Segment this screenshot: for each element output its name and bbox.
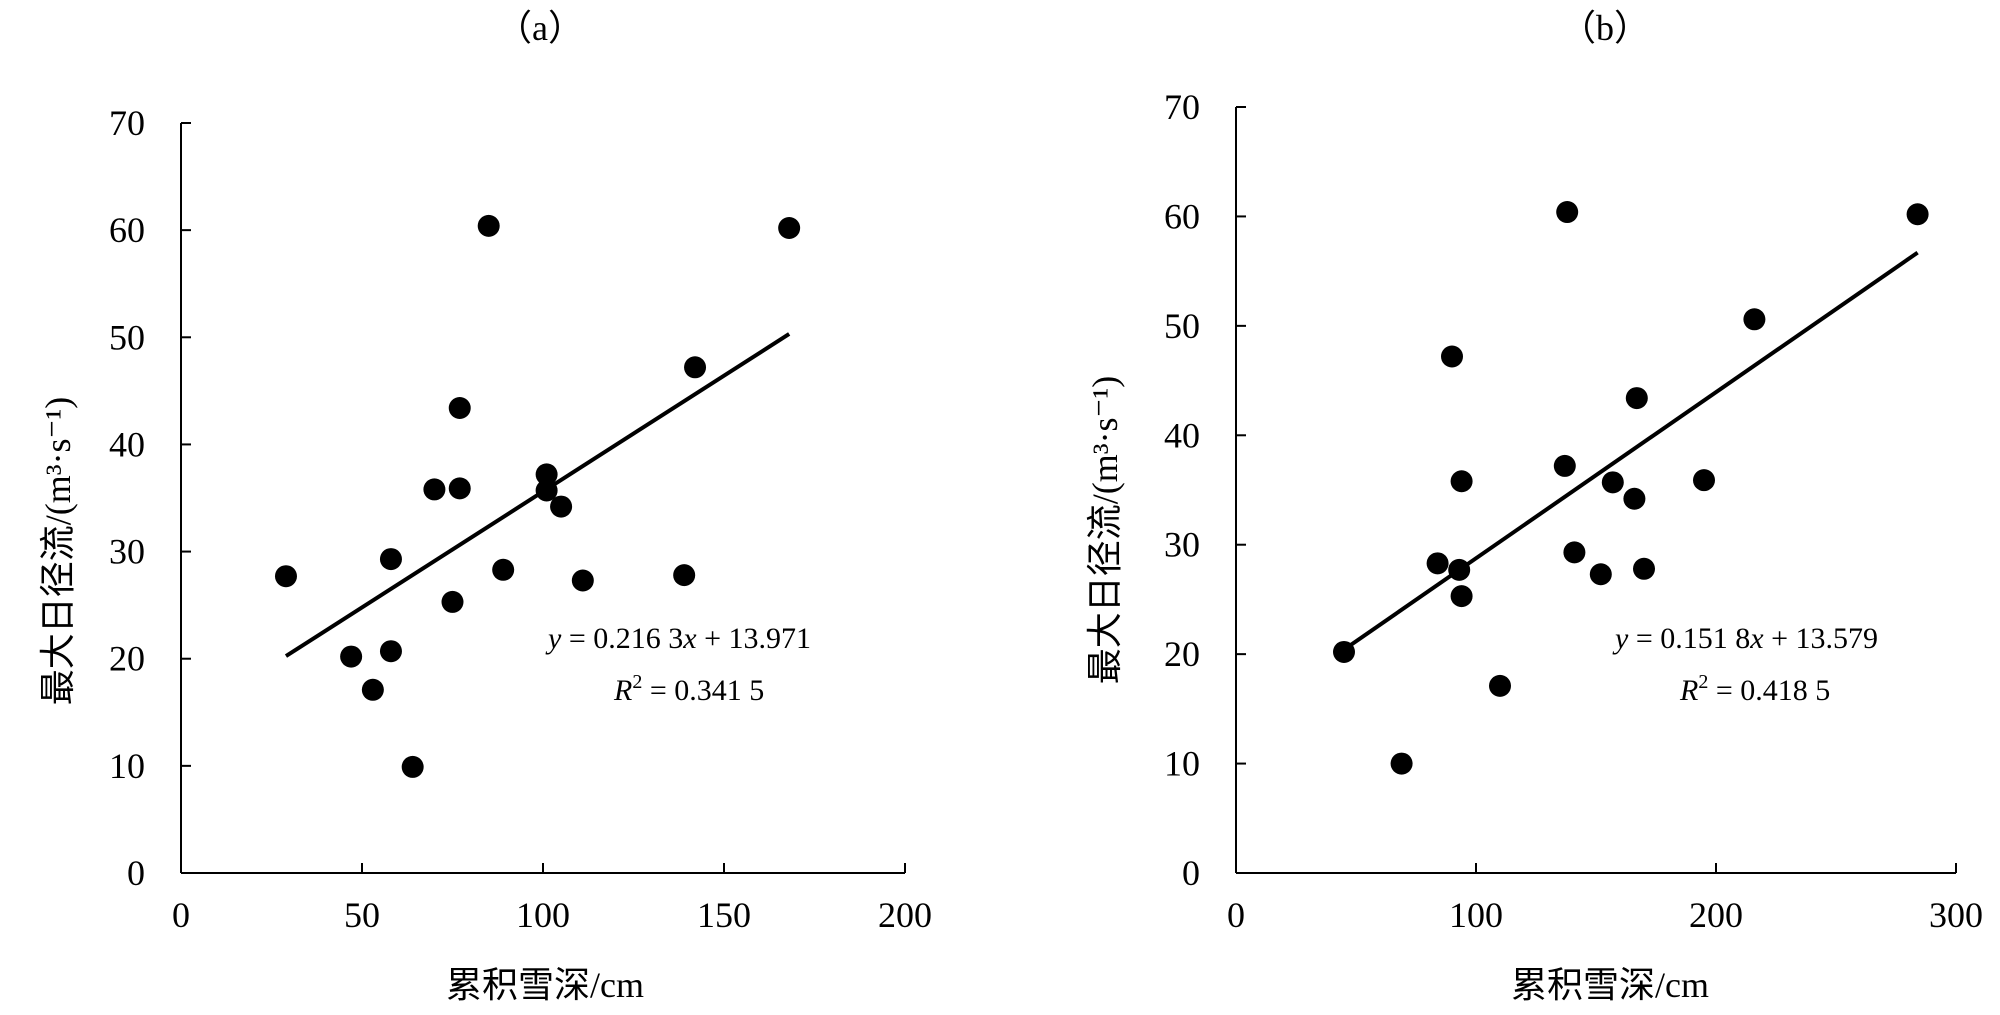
panel-a-x-axis-title: 累积雪深/cm bbox=[446, 965, 644, 1005]
panel-a-eq-r2: = 0.341 5 bbox=[642, 674, 764, 707]
panel-b-eq-intercept: + 13.579 bbox=[1764, 622, 1878, 655]
y-tick-label: 60 bbox=[109, 210, 145, 250]
panel-a-ticks: 0 50 100 150 200 0 10 20 30 40 50 60 70 bbox=[109, 103, 932, 935]
x-tick-label: 200 bbox=[1689, 895, 1743, 935]
panel-a-eq-r: R bbox=[613, 674, 632, 707]
panel-b-eq-r2: = 0.418 5 bbox=[1708, 674, 1830, 707]
x-tick-label: 200 bbox=[878, 895, 932, 935]
y-tick-label: 0 bbox=[127, 853, 145, 893]
x-tick-label: 100 bbox=[1449, 895, 1503, 935]
y-tick-label: 40 bbox=[1164, 415, 1200, 455]
panel-b-eq-slope: = 0.151 8 bbox=[1628, 622, 1750, 655]
y-tick-label: 10 bbox=[109, 746, 145, 786]
panel-a-y-axis-title: 最大日径流/(m³·s⁻¹) bbox=[38, 397, 78, 706]
data-point bbox=[1623, 487, 1646, 510]
data-point bbox=[1441, 345, 1463, 368]
data-point bbox=[1333, 640, 1355, 663]
panel-b-points bbox=[1333, 201, 1929, 775]
panel-b-equation-line1: y = 0.151 8x + 13.579 bbox=[1612, 622, 1878, 655]
data-point bbox=[361, 678, 384, 701]
x-tick-label: 150 bbox=[697, 895, 751, 935]
panel-a-points bbox=[274, 214, 801, 778]
panel-a-equation-line2: R2 = 0.341 5 bbox=[613, 671, 764, 707]
y-tick-label: 0 bbox=[1182, 853, 1200, 893]
y-tick-label: 70 bbox=[109, 103, 145, 143]
panel-b-ticks: 0 100 200 300 0 10 20 30 40 50 60 70 bbox=[1164, 87, 1983, 935]
y-tick-label: 30 bbox=[109, 532, 145, 572]
data-point bbox=[1693, 469, 1715, 492]
x-tick-label: 50 bbox=[344, 895, 380, 935]
data-point bbox=[1553, 454, 1576, 477]
data-point bbox=[441, 590, 464, 613]
panel-a-eq-x: x bbox=[682, 622, 697, 655]
panel-b-eq-x: x bbox=[1749, 622, 1764, 655]
y-tick-label: 30 bbox=[1164, 525, 1200, 565]
data-point bbox=[535, 463, 558, 486]
panel-b-eq-r: R bbox=[1679, 674, 1698, 707]
data-point bbox=[1390, 752, 1413, 775]
panel-a-eq-y: y bbox=[545, 622, 562, 655]
data-point bbox=[1743, 308, 1766, 331]
data-point bbox=[448, 397, 471, 419]
panel-b-label: （b） bbox=[1560, 8, 1650, 48]
panel-a-eq-intercept: + 13.971 bbox=[697, 622, 811, 655]
data-point bbox=[1448, 558, 1471, 581]
data-point bbox=[340, 645, 363, 668]
y-tick-label: 10 bbox=[1164, 744, 1200, 784]
data-point bbox=[684, 356, 707, 379]
data-point bbox=[274, 565, 297, 588]
data-point bbox=[1426, 552, 1449, 575]
panel-b-x-axis-title: 累积雪深/cm bbox=[1511, 965, 1709, 1005]
data-point bbox=[1625, 387, 1648, 410]
y-tick-label: 40 bbox=[109, 424, 145, 464]
data-point bbox=[778, 217, 801, 239]
y-tick-label: 60 bbox=[1164, 196, 1200, 236]
panel-b-eq-y: y bbox=[1612, 622, 1629, 655]
data-point bbox=[1556, 201, 1579, 224]
data-point bbox=[1450, 585, 1473, 608]
panel-b-y-axis-title: 最大日径流/(m³·s⁻¹) bbox=[1085, 376, 1125, 685]
panel-a-eq-slope: = 0.216 3 bbox=[561, 622, 683, 655]
x-tick-label: 100 bbox=[516, 895, 570, 935]
panel-a-equation-line1: y = 0.216 3x + 13.971 bbox=[545, 622, 811, 655]
panel-b-eq-sup: 2 bbox=[1698, 671, 1708, 693]
data-point bbox=[550, 495, 573, 518]
panel-a-eq-sup: 2 bbox=[632, 671, 642, 693]
data-point bbox=[401, 755, 424, 778]
panel-a-label: （a） bbox=[496, 8, 584, 48]
y-tick-label: 20 bbox=[109, 639, 145, 679]
data-point bbox=[1589, 563, 1612, 586]
x-tick-label: 0 bbox=[1227, 895, 1245, 935]
panel-b-trendline bbox=[1342, 251, 1919, 652]
data-point bbox=[379, 640, 402, 663]
data-point bbox=[1633, 557, 1655, 580]
data-point bbox=[1450, 470, 1473, 493]
data-point bbox=[477, 214, 500, 237]
data-point bbox=[673, 564, 696, 587]
panel-a: （a） 0 50 100 150 200 0 10 20 30 40 50 60 70 y = 0.21… bbox=[38, 8, 932, 1005]
x-tick-label: 300 bbox=[1929, 895, 1983, 935]
data-point bbox=[1601, 471, 1624, 494]
data-point bbox=[1563, 541, 1586, 564]
panel-b: （b） 0 100 200 300 0 10 20 30 40 50 60 70 y = 0.151 … bbox=[1085, 8, 1983, 1005]
data-point bbox=[448, 477, 471, 500]
y-tick-label: 50 bbox=[109, 317, 145, 357]
data-point bbox=[1489, 674, 1511, 697]
data-point bbox=[423, 478, 446, 501]
panel-b-equation-line2: R2 = 0.418 5 bbox=[1679, 671, 1830, 707]
data-point bbox=[379, 548, 402, 571]
y-tick-label: 50 bbox=[1164, 306, 1200, 346]
y-tick-label: 20 bbox=[1164, 634, 1200, 674]
y-tick-label: 70 bbox=[1164, 87, 1200, 127]
data-point bbox=[492, 558, 515, 581]
data-point bbox=[535, 479, 558, 502]
data-point bbox=[571, 569, 594, 592]
x-tick-label: 0 bbox=[172, 895, 190, 935]
data-point bbox=[1906, 203, 1929, 226]
